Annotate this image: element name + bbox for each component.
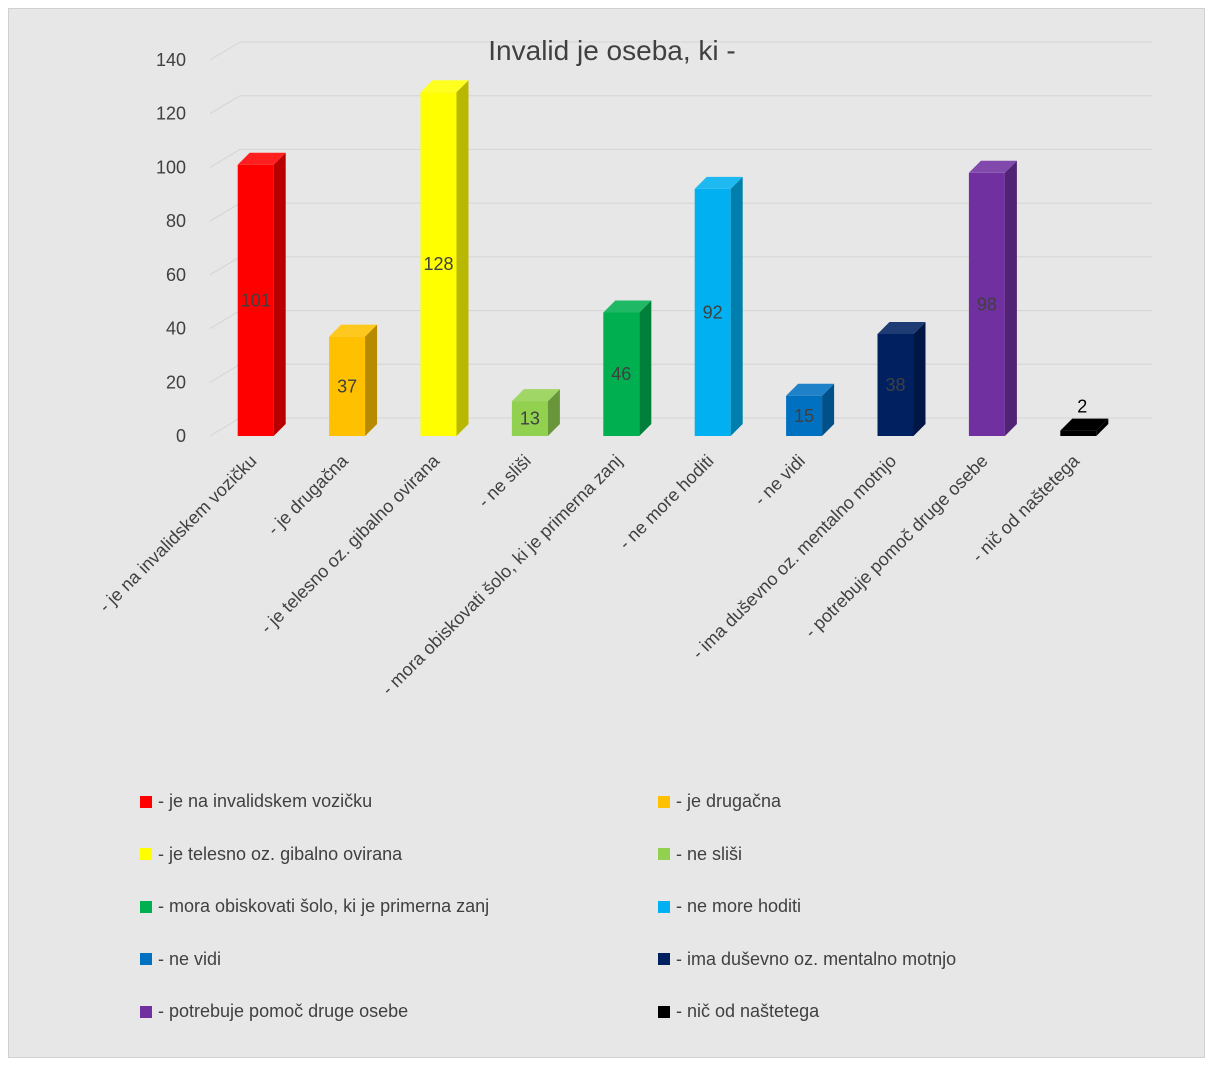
- data-label: 38: [885, 375, 905, 395]
- bar-front: [1060, 430, 1097, 436]
- bar-top: [694, 176, 743, 189]
- chart-title: Invalid je oseba, ki -: [488, 35, 735, 66]
- bar-side: [913, 321, 926, 436]
- data-label: 98: [977, 294, 997, 314]
- data-label: 46: [611, 364, 631, 384]
- y-tick-label: 80: [166, 211, 186, 231]
- bar-side: [456, 80, 469, 436]
- bar-side: [273, 152, 286, 436]
- data-label: 37: [337, 376, 357, 396]
- bar-top: [420, 80, 469, 93]
- bar: [237, 152, 286, 436]
- bar-top: [786, 383, 835, 396]
- bar-front: [877, 333, 914, 436]
- y-tick-label: 100: [156, 157, 186, 177]
- x-tick-label: - je drugačna: [263, 450, 352, 539]
- bar-top: [603, 300, 652, 313]
- x-tick-label: - je telesno oz. gibalno ovirana: [257, 450, 444, 637]
- bar-side: [547, 389, 560, 436]
- bar-side: [730, 176, 743, 436]
- bar: [603, 300, 652, 436]
- gridline-depth: [209, 310, 241, 330]
- gridline-depth: [209, 256, 241, 276]
- gridline-depth: [209, 363, 241, 383]
- x-tick-label: - ne sliši: [474, 451, 535, 512]
- gridline-depth: [209, 202, 241, 222]
- x-tick-label: - ima duševno oz. mentalno motnjo: [688, 451, 900, 663]
- y-tick-label: 40: [166, 319, 186, 339]
- bar: [329, 324, 378, 436]
- bar-top: [968, 160, 1017, 173]
- data-label: 2: [1077, 397, 1087, 417]
- bar-front: [603, 312, 640, 436]
- data-label: 15: [794, 406, 814, 426]
- bar-front: [511, 401, 548, 436]
- bar-side: [1096, 418, 1109, 436]
- y-tick-label: 0: [176, 426, 186, 446]
- gridline-depth: [209, 41, 241, 61]
- bar-top: [511, 389, 560, 402]
- x-tick-label: - ne vidi: [750, 451, 809, 510]
- gridline-depth: [209, 148, 241, 168]
- y-tick-label: 120: [156, 104, 186, 124]
- data-label: 92: [703, 302, 723, 322]
- data-label: 128: [423, 254, 453, 274]
- bar: [694, 176, 743, 436]
- bar-front: [968, 172, 1005, 437]
- data-label: 13: [520, 409, 540, 429]
- y-tick-label: 140: [156, 50, 186, 70]
- bar: [877, 321, 926, 436]
- y-tick-label: 20: [166, 372, 186, 392]
- bar-front: [420, 92, 457, 436]
- bar-top: [1060, 418, 1109, 431]
- gridline-depth: [209, 417, 241, 437]
- bar-front: [237, 164, 274, 436]
- data-label: 101: [241, 290, 271, 310]
- bar-front: [786, 395, 823, 436]
- bar-front: [694, 188, 731, 436]
- bar: [968, 160, 1017, 437]
- bar: [786, 383, 835, 436]
- x-tick-label: - ne more hoditi: [615, 451, 718, 554]
- bar-side: [822, 383, 835, 436]
- bar-side: [639, 300, 652, 436]
- bar: [511, 389, 560, 436]
- bar: [1060, 418, 1109, 436]
- bar: [420, 80, 469, 436]
- gridline-depth: [209, 95, 241, 115]
- bar-top: [237, 152, 286, 165]
- bar-side: [1004, 160, 1017, 437]
- x-tick-label: - je na invalidskem vozičku: [95, 451, 261, 617]
- bar-side: [365, 324, 378, 436]
- bar-top: [329, 324, 378, 337]
- y-tick-label: 60: [166, 265, 186, 285]
- x-tick-label: - potrebuje pomoč druge osebe: [801, 451, 992, 642]
- bar-top: [877, 321, 926, 334]
- bar-front: [329, 336, 366, 436]
